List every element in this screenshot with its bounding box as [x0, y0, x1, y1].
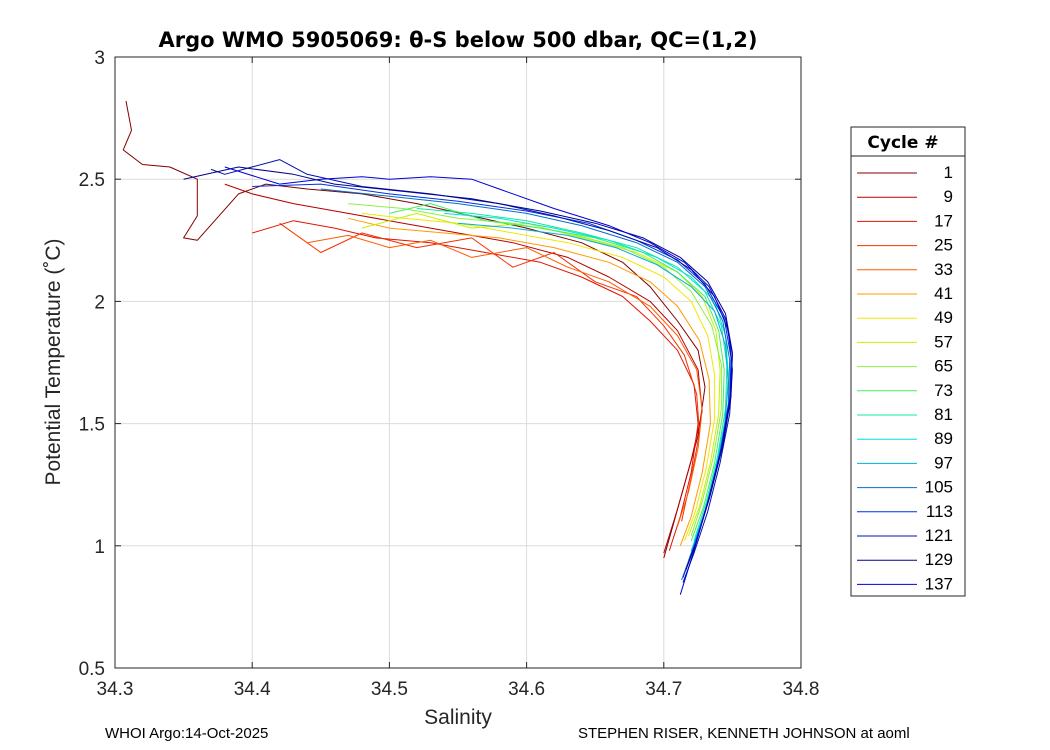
legend-box	[850, 126, 966, 597]
legend-label-121: 121	[925, 526, 953, 545]
legend-label-41: 41	[934, 284, 953, 303]
y-tick-label: 2.5	[79, 170, 105, 191]
y-tick-label: 1.5	[79, 415, 105, 436]
y-tick-label: 1	[94, 537, 105, 558]
y-tick-label: 0.5	[79, 659, 105, 680]
series-line-cycle-121	[210, 159, 733, 583]
legend-label-97: 97	[934, 453, 953, 472]
legend-label-65: 65	[934, 357, 953, 376]
x-tick-label: 34.4	[234, 679, 271, 700]
series-line-cycle-25	[279, 222, 700, 522]
tick-labels: 34.3 34.4 34.5 34.6 34.7 34.8 0.5 1 1.5 2 2.5 3	[79, 48, 820, 700]
legend-label-129: 129	[925, 550, 953, 569]
legend-label-1: 1	[944, 163, 953, 182]
series-line-cycle-49	[361, 212, 716, 542]
series-line-cycle-1	[122, 100, 706, 559]
series-line-cycle-65	[348, 203, 722, 537]
x-tick-label: 34.6	[508, 679, 545, 700]
series-line-cycle-137	[224, 166, 733, 595]
plot-area	[115, 57, 801, 668]
legend-label-9: 9	[944, 187, 953, 206]
x-tick-label: 34.7	[645, 679, 682, 700]
legend-label-49: 49	[934, 308, 953, 327]
footer-date: WHOI Argo:14-Oct-2025	[105, 725, 269, 742]
x-tick-label: 34.3	[97, 679, 134, 700]
series-line-cycle-33	[293, 232, 703, 527]
footer-credits: STEPHEN RISER, KENNETH JOHNSON at aoml	[578, 725, 910, 742]
legend-label-105: 105	[925, 478, 953, 497]
legend-label-81: 81	[934, 405, 953, 424]
legend-label-137: 137	[925, 574, 953, 593]
series-line-cycle-17	[252, 220, 699, 551]
x-tick-label: 34.8	[783, 679, 820, 700]
series-line-cycle-73	[389, 203, 725, 542]
series-line-cycle-129	[183, 166, 733, 571]
legend-label-73: 73	[934, 381, 953, 400]
x-axis-label: Salinity	[424, 706, 492, 729]
ticks	[114, 56, 802, 669]
legend-label-17: 17	[934, 211, 953, 230]
legend: Cycle # 1 9 17 25 33 41 49 57 65 73 81 89 97 105 113 12…	[850, 126, 966, 597]
legend-title: Cycle #	[867, 133, 938, 153]
legend-label-113: 113	[926, 502, 953, 521]
legend-label-89: 89	[934, 429, 953, 448]
series-line-cycle-41	[348, 217, 711, 546]
legend-label-25: 25	[934, 236, 953, 255]
y-axis-label: Potential Temperature (˚C)	[42, 238, 65, 485]
series-group	[122, 100, 733, 595]
series-line-cycle-57	[361, 212, 721, 537]
y-tick-label: 3	[94, 48, 105, 69]
x-tick-label: 34.5	[371, 679, 408, 700]
legend-entries: 1 9 17 25 33 41 49 57 65 73 81 89 97 105 113 121 129 137	[857, 163, 953, 593]
legend-label-57: 57	[934, 332, 953, 351]
y-tick-label: 2	[94, 292, 105, 313]
plot-frame	[114, 56, 802, 669]
legend-label-33: 33	[934, 260, 953, 279]
chart-title: Argo WMO 5905069: θ-S below 500 dbar, QC…	[159, 28, 758, 52]
